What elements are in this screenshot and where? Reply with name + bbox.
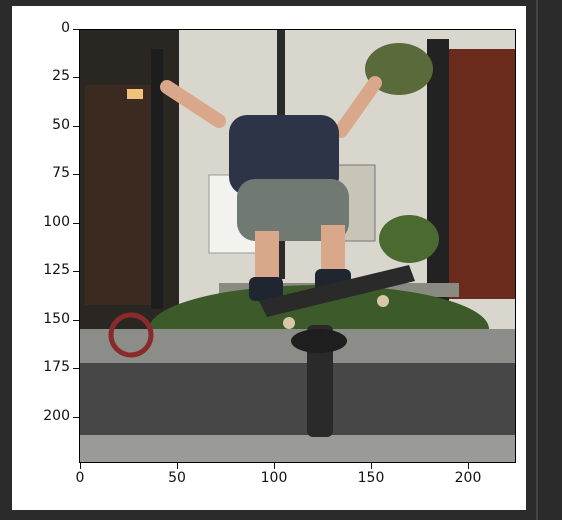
x-tick-mark <box>371 463 372 469</box>
hanging-basket <box>365 43 433 95</box>
upright-skateboard <box>307 325 333 437</box>
window-edge <box>536 0 538 520</box>
right-plant <box>379 215 439 263</box>
x-tick-mark <box>80 463 81 469</box>
y-tick-mark <box>73 77 79 78</box>
skateboard-photo <box>79 29 516 463</box>
y-tick-mark <box>73 271 79 272</box>
y-tick-mark <box>73 223 79 224</box>
x-tick-mark <box>177 463 178 469</box>
x-tick-label: 50 <box>168 470 186 486</box>
figure-title-fragment <box>12 6 526 14</box>
y-tick-label: 100 <box>43 214 70 230</box>
image-plot <box>79 29 516 463</box>
kerb <box>79 435 516 463</box>
x-tick-mark <box>274 463 275 469</box>
y-tick-mark <box>73 320 79 321</box>
skater-shirt <box>229 115 339 195</box>
y-tick-mark <box>73 126 79 127</box>
y-tick-label: 125 <box>43 262 70 278</box>
left-door-frame <box>151 49 163 309</box>
skater-shoe-left <box>249 277 283 301</box>
x-tick-label: 150 <box>357 470 385 486</box>
wheel-back <box>283 317 295 329</box>
right-door <box>449 49 516 299</box>
deck-under <box>291 329 347 353</box>
y-tick-mark <box>73 368 79 369</box>
y-tick-label: 0 <box>61 20 70 36</box>
x-tick-label: 0 <box>75 470 85 486</box>
porch-light <box>127 89 143 99</box>
y-tick-mark <box>73 417 79 418</box>
y-tick-label: 75 <box>52 165 70 181</box>
y-tick-label: 200 <box>43 408 70 424</box>
left-doorway <box>85 85 155 305</box>
y-tick-label: 25 <box>52 68 70 84</box>
road <box>79 363 516 445</box>
y-tick-mark <box>73 29 79 30</box>
skater-arm-right <box>334 76 382 138</box>
y-tick-mark <box>73 174 79 175</box>
x-tick-mark <box>468 463 469 469</box>
x-tick-label: 200 <box>454 470 482 486</box>
y-tick-label: 50 <box>52 117 70 133</box>
y-tick-label: 175 <box>43 359 70 375</box>
y-tick-label: 150 <box>43 311 70 327</box>
skater-arm-left <box>160 80 226 128</box>
red-bike-wheel <box>108 312 154 358</box>
plot-frame <box>79 29 516 463</box>
x-tick-label: 100 <box>260 470 288 486</box>
flying-skateboard <box>259 265 415 317</box>
wheel-front <box>377 295 389 307</box>
